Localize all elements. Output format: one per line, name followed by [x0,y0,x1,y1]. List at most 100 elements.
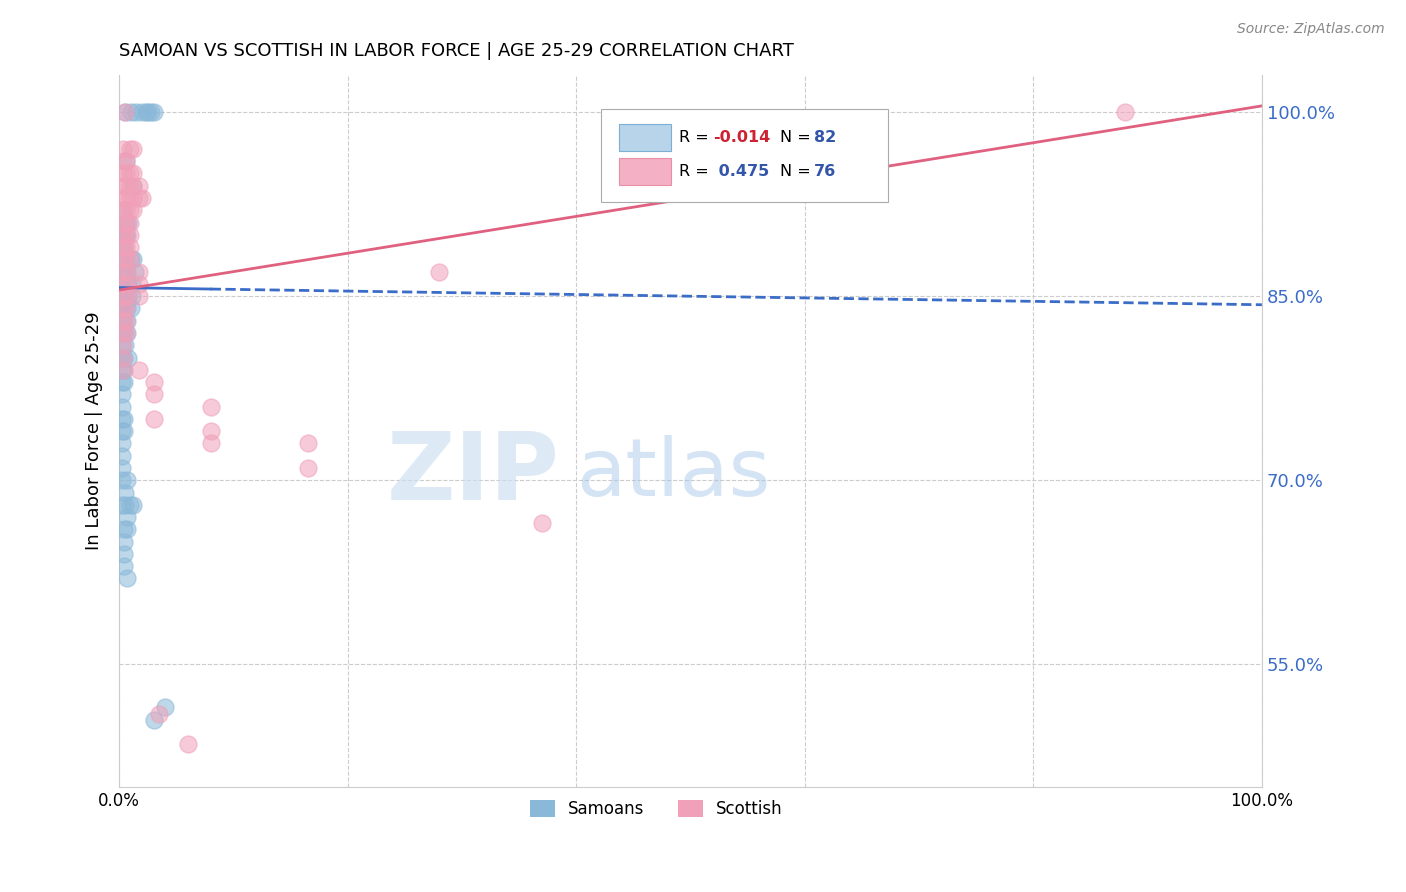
Point [112,240,135,254]
Point [128,289,150,303]
Text: N =: N = [780,164,815,178]
Point [112,559,135,574]
Point [117,289,139,303]
Point [112,522,135,536]
Point [1114,105,1136,120]
Point [111,154,134,169]
Point [142,105,165,120]
Text: ZIP: ZIP [387,428,560,520]
Point [121,277,143,291]
Legend: Samoans, Scottish: Samoans, Scottish [523,794,790,825]
Point [148,706,170,721]
Point [112,412,135,426]
Point [120,301,142,316]
Point [118,203,141,218]
Point [118,191,141,205]
Point [112,363,135,377]
Point [111,314,134,328]
Point [111,277,134,291]
Point [111,277,134,291]
Point [118,142,141,156]
Point [110,449,132,463]
Point [112,424,135,438]
Point [115,154,138,169]
Text: N =: N = [780,129,815,145]
Point [111,252,134,267]
Point [121,289,143,303]
FancyBboxPatch shape [619,124,671,151]
Point [135,105,157,120]
Point [117,227,139,242]
Point [200,436,222,450]
Point [142,713,165,727]
Point [114,264,136,278]
Point [115,215,138,229]
Point [118,498,141,512]
Point [117,510,139,524]
Point [142,375,165,389]
Point [117,314,139,328]
Point [122,178,145,193]
Point [118,240,141,254]
Point [111,363,134,377]
Point [110,289,132,303]
Text: 82: 82 [814,129,837,145]
Point [114,105,136,120]
Point [117,522,139,536]
Point [120,105,142,120]
Text: 76: 76 [814,164,837,178]
Point [117,264,139,278]
Point [122,498,145,512]
Point [117,572,139,586]
Point [297,436,319,450]
Point [122,178,145,193]
Point [111,142,134,156]
Point [122,166,145,180]
Point [115,301,138,316]
Point [115,264,138,278]
Point [177,737,200,751]
Point [110,326,132,340]
Point [110,314,132,328]
Point [115,203,138,218]
Point [128,178,150,193]
Point [117,351,139,365]
Point [110,363,132,377]
Point [112,314,135,328]
Point [112,351,135,365]
Point [111,215,134,229]
Point [115,252,138,267]
Point [111,203,134,218]
Point [118,178,141,193]
Point [117,326,139,340]
Point [110,412,132,426]
Point [131,191,153,205]
Text: -0.014: -0.014 [713,129,770,145]
Point [117,215,139,229]
Point [714,129,737,144]
Point [110,424,132,438]
Text: R =: R = [679,129,714,145]
Point [115,227,138,242]
Point [111,178,134,193]
Point [142,387,165,401]
Point [110,375,132,389]
Point [112,375,135,389]
Point [117,301,139,316]
Point [128,277,150,291]
Point [110,461,132,475]
Point [110,400,132,414]
Point [111,166,134,180]
Point [114,227,136,242]
Point [114,289,136,303]
Point [128,191,150,205]
Point [118,252,141,267]
Point [110,387,132,401]
Point [117,473,139,487]
Point [111,351,134,365]
Point [117,277,139,291]
Point [118,215,141,229]
Point [118,166,141,180]
Point [114,485,136,500]
Point [111,326,134,340]
